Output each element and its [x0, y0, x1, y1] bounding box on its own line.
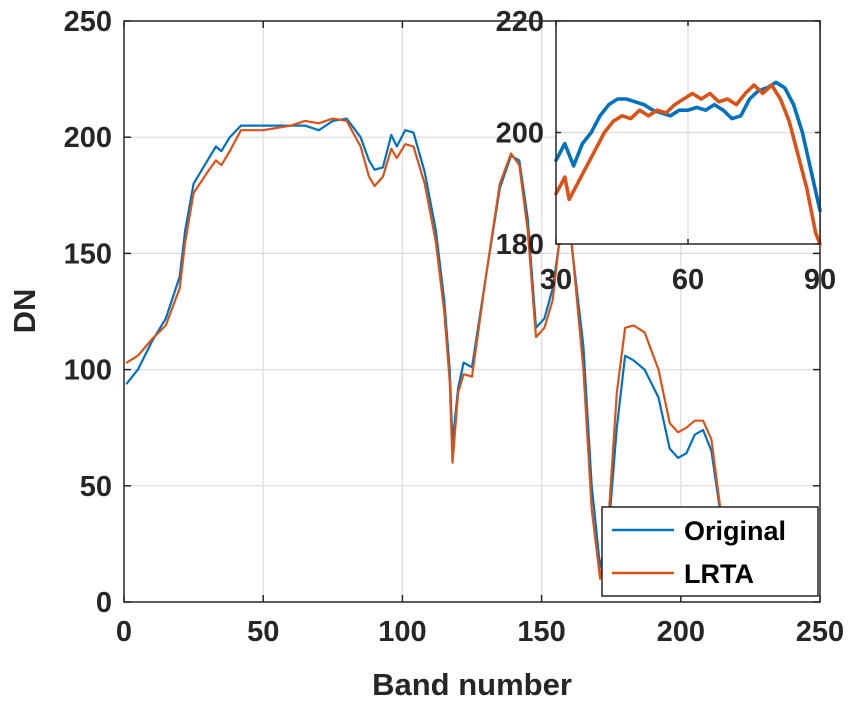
main-y-tick-label: 150	[64, 238, 112, 270]
legend-label-original: Original	[684, 516, 786, 546]
main-axes-box	[123, 20, 821, 603]
inset-series-original-line	[554, 80, 822, 213]
main-series-lines	[125, 117, 730, 580]
inset-plot: 30 60 90 180 200 220	[496, 6, 837, 296]
inset-y-tick-label: 220	[496, 6, 544, 38]
main-x-tick-labels: 0 50 100 150 200 250	[116, 616, 844, 648]
main-x-tick-label: 50	[247, 616, 279, 648]
main-y-tick-labels: 0 50 100 150 200 250	[64, 6, 112, 619]
main-x-tick-label: 0	[116, 616, 132, 648]
inset-grid	[556, 21, 820, 244]
inset-x-tick-label: 60	[672, 264, 704, 296]
main-y-tick-label: 250	[64, 6, 112, 38]
main-x-tick-label: 250	[796, 616, 844, 648]
inset-y-tick-labels: 180 200 220	[496, 6, 544, 261]
main-x-tick-label: 200	[657, 616, 705, 648]
legend-box	[601, 506, 819, 597]
y-axis-label: DN	[7, 289, 42, 334]
main-y-tick-label: 50	[80, 471, 112, 503]
main-x-tick-label: 100	[378, 616, 426, 648]
inset-x-tick-label: 30	[540, 264, 572, 296]
main-y-tick-label: 100	[64, 355, 112, 387]
inset-y-tick-label: 200	[496, 118, 544, 150]
inset-y-tick-label: 180	[496, 229, 544, 261]
main-x-tick-label: 150	[517, 616, 565, 648]
inset-tick-marks	[555, 20, 821, 245]
main-series-lrta-line	[125, 117, 730, 580]
inset-series-lines	[554, 80, 822, 246]
x-axis-label: Band number	[372, 667, 572, 702]
legend-label-lrta: LRTA	[684, 559, 754, 589]
legend: Original LRTA	[601, 506, 819, 597]
inset-series-lrta-line	[554, 83, 822, 246]
main-y-tick-label: 200	[64, 122, 112, 154]
inset-x-tick-label: 90	[804, 264, 836, 296]
inset-x-tick-labels: 30 60 90	[540, 264, 836, 296]
main-y-tick-label: 0	[96, 587, 112, 619]
